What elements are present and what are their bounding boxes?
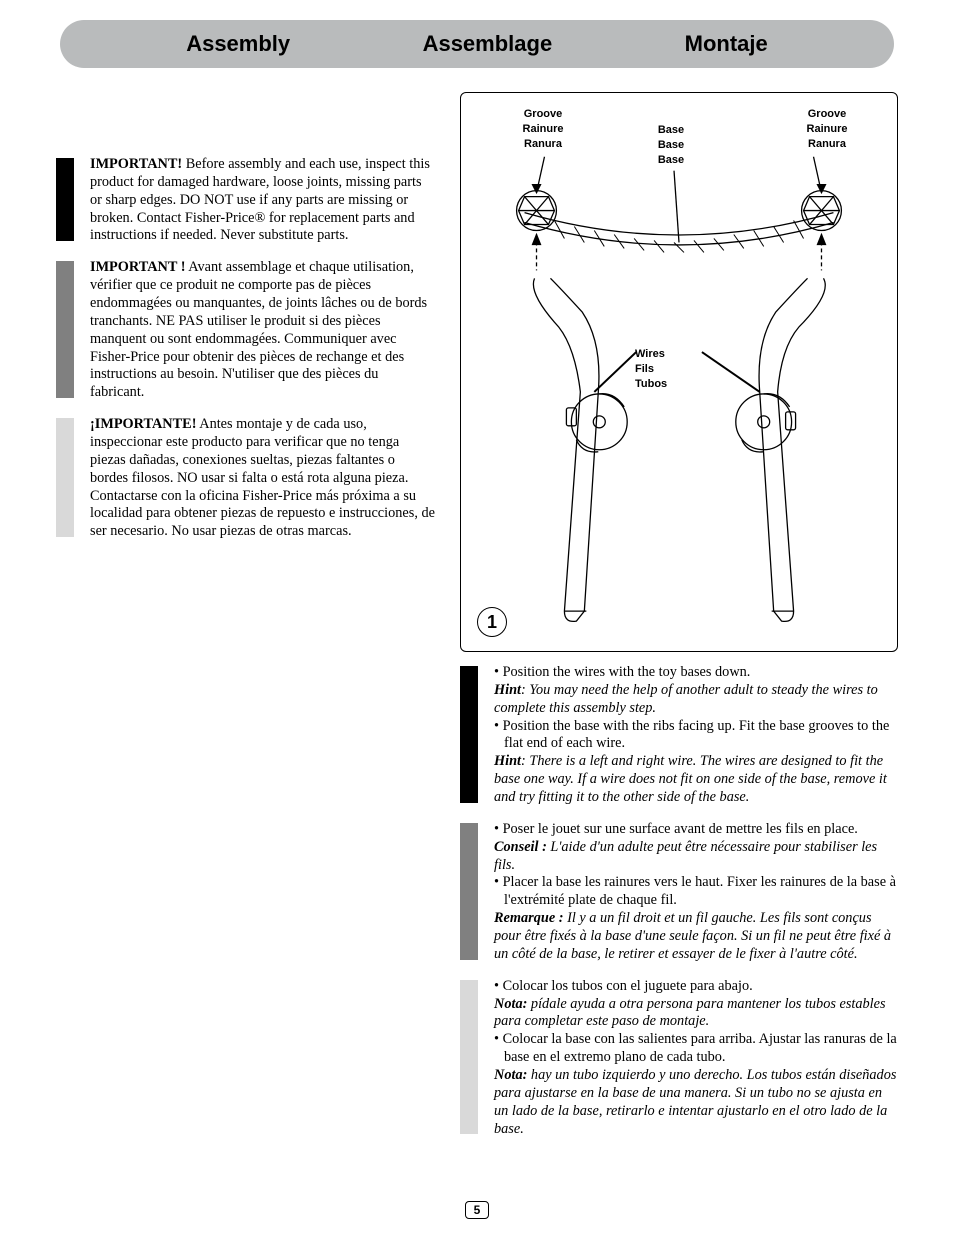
lang-bar-fr bbox=[460, 823, 478, 960]
hint-label: Hint bbox=[494, 682, 521, 698]
important-fr: IMPORTANT ! Avant assemblage et chaque u… bbox=[56, 259, 436, 402]
instr-en: • Position the wires with the toy bases … bbox=[460, 664, 898, 807]
instr-en-h1: Hint: You may need the help of another a… bbox=[494, 682, 898, 718]
important-label-fr: IMPORTANT ! bbox=[90, 259, 185, 275]
hint-label: Nota: bbox=[494, 1067, 527, 1083]
important-es: ¡IMPORTANTE! Antes montaje y de cada uso… bbox=[56, 416, 436, 541]
instr-fr-h2: Remarque : Il y a un fil droit et un fil… bbox=[494, 910, 898, 964]
hint-text: : There is a left and right wire. The wi… bbox=[494, 753, 887, 805]
instr-fr-h1: Conseil : L'aide d'un adulte peut être n… bbox=[494, 839, 898, 875]
hint-text: hay un tubo izquierdo y uno derecho. Los… bbox=[494, 1067, 896, 1137]
wires-l2: Fils bbox=[635, 362, 715, 377]
header-en: Assembly bbox=[186, 31, 290, 57]
step-number-val: 1 bbox=[487, 612, 497, 633]
lang-bar-fr bbox=[56, 261, 74, 398]
base-l2: Base bbox=[631, 138, 711, 153]
instr-es-b2: • Colocar la base con las salientes para… bbox=[494, 1031, 898, 1067]
important-label-es: ¡IMPORTANTE! bbox=[90, 416, 196, 432]
instr-en-b1: • Position the wires with the toy bases … bbox=[494, 664, 898, 682]
page: Assembly Assemblage Montaje IMPORTANT! B… bbox=[0, 0, 954, 1235]
instructions: • Position the wires with the toy bases … bbox=[460, 664, 898, 1138]
lang-bar-en bbox=[460, 666, 478, 803]
label-base: Base Base Base bbox=[631, 123, 711, 168]
lang-bar-es bbox=[460, 980, 478, 1135]
hint-text: L'aide d'un adulte peut être nécessaire … bbox=[494, 839, 877, 873]
important-en: IMPORTANT! Before assembly and each use,… bbox=[56, 156, 436, 245]
label-groove-left: Groove Rainure Ranura bbox=[503, 107, 583, 152]
content-columns: IMPORTANT! Before assembly and each use,… bbox=[24, 92, 930, 1152]
base-l1: Base bbox=[631, 123, 711, 138]
header-fr: Assemblage bbox=[423, 31, 553, 57]
wires-l1: Wires bbox=[635, 347, 715, 362]
instr-fr: • Poser le jouet sur une surface avant d… bbox=[460, 821, 898, 964]
instr-fr-b1: • Poser le jouet sur une surface avant d… bbox=[494, 821, 898, 839]
instr-es-h2: Nota: hay un tubo izquierdo y uno derech… bbox=[494, 1067, 898, 1138]
instr-en-b2: • Position the base with the ribs facing… bbox=[494, 718, 898, 754]
groove-l3: Ranura bbox=[503, 137, 583, 152]
label-wires: Wires Fils Tubos bbox=[635, 347, 715, 392]
important-body-fr: Avant assemblage et chaque utilisation, … bbox=[90, 259, 427, 400]
important-body-es: Antes montaje y de cada uso, inspecciona… bbox=[90, 416, 435, 539]
hint-label: Conseil : bbox=[494, 839, 547, 855]
groove-r3: Ranura bbox=[787, 137, 867, 152]
groove-r1: Groove bbox=[787, 107, 867, 122]
page-number-val: 5 bbox=[474, 1203, 481, 1217]
hint-label: Remarque : bbox=[494, 910, 564, 926]
groove-l2: Rainure bbox=[503, 122, 583, 137]
groove-r2: Rainure bbox=[787, 122, 867, 137]
page-number: 5 bbox=[465, 1201, 489, 1219]
important-label-en: IMPORTANT! bbox=[90, 156, 182, 172]
hint-label: Hint bbox=[494, 753, 521, 769]
header-es: Montaje bbox=[685, 31, 768, 57]
groove-l1: Groove bbox=[503, 107, 583, 122]
instr-fr-b2: • Placer la base les rainures vers le ha… bbox=[494, 874, 898, 910]
right-column: Groove Rainure Ranura Base Base Base Gro… bbox=[460, 92, 930, 1152]
left-column: IMPORTANT! Before assembly and each use,… bbox=[24, 92, 436, 1152]
assembly-figure: Groove Rainure Ranura Base Base Base Gro… bbox=[460, 92, 898, 652]
instr-es-b1: • Colocar los tubos con el juguete para … bbox=[494, 978, 898, 996]
lang-bar-es bbox=[56, 418, 74, 537]
instr-es-h1: Nota: pídale ayuda a otra persona para m… bbox=[494, 996, 898, 1032]
hint-text: : You may need the help of another adult… bbox=[494, 682, 878, 716]
wires-l3: Tubos bbox=[635, 377, 715, 392]
hint-label: Nota: bbox=[494, 996, 527, 1012]
lang-bar-en bbox=[56, 158, 74, 241]
hint-text: pídale ayuda a otra persona para mantene… bbox=[494, 996, 886, 1030]
label-groove-right: Groove Rainure Ranura bbox=[787, 107, 867, 152]
instr-en-h2: Hint: There is a left and right wire. Th… bbox=[494, 753, 898, 807]
step-number: 1 bbox=[477, 607, 507, 637]
instr-es: • Colocar los tubos con el juguete para … bbox=[460, 978, 898, 1139]
section-header: Assembly Assemblage Montaje bbox=[60, 20, 894, 68]
base-l3: Base bbox=[631, 153, 711, 168]
